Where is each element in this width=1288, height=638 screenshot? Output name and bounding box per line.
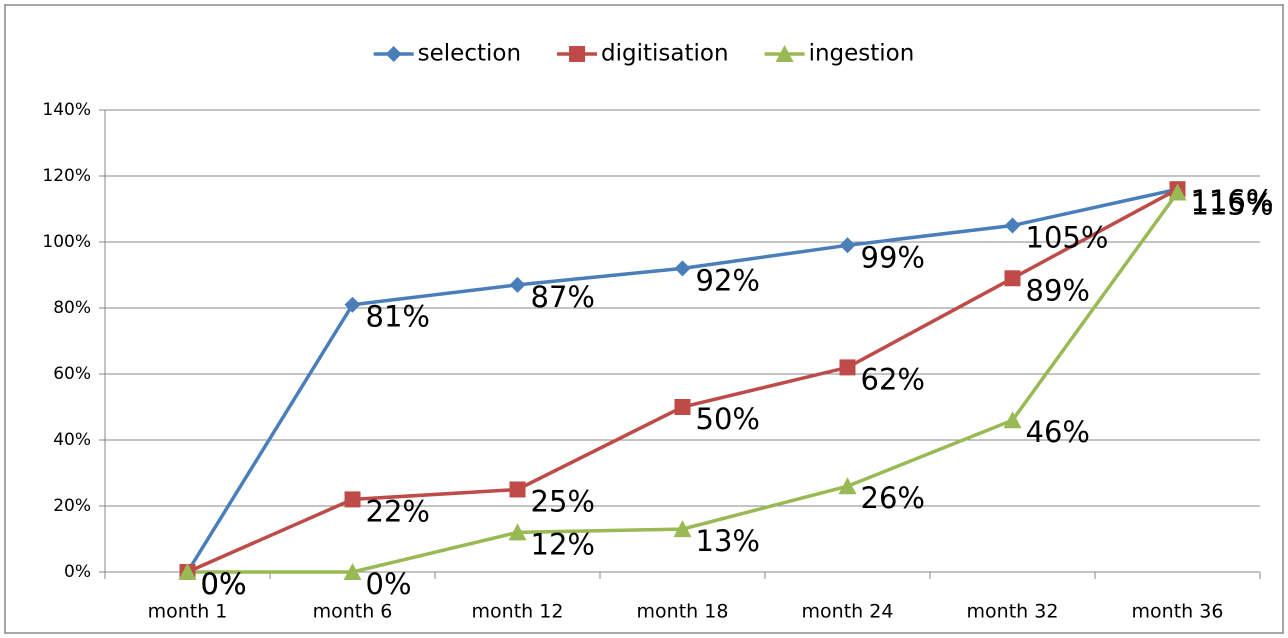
data-label: 99% bbox=[861, 240, 925, 274]
x-tick-label: month 36 bbox=[1132, 601, 1224, 623]
data-label: 0% bbox=[201, 567, 247, 601]
data-label: 0% bbox=[201, 567, 247, 601]
data-label: 50% bbox=[696, 402, 760, 436]
marker bbox=[509, 276, 526, 293]
marker bbox=[1003, 411, 1022, 429]
y-tick-label: 100% bbox=[42, 232, 91, 252]
data-label: 25% bbox=[531, 485, 595, 519]
y-tick-label: 60% bbox=[53, 364, 91, 384]
marker bbox=[344, 296, 361, 313]
data-label: 46% bbox=[1026, 415, 1090, 449]
plot: 0% 81% 87% 92% 99% 105% 116% 0% 22% 25% 50% 62% 89% 1… bbox=[178, 181, 1274, 601]
marker bbox=[509, 481, 526, 498]
data-label: 12% bbox=[531, 527, 595, 561]
x-tick-label: month 32 bbox=[967, 601, 1059, 623]
marker bbox=[1004, 217, 1021, 234]
marker bbox=[673, 520, 692, 538]
x-tick-label: month 12 bbox=[472, 601, 564, 623]
marker bbox=[344, 491, 361, 508]
x-tick-label: month 18 bbox=[637, 601, 729, 623]
marker bbox=[385, 46, 402, 62]
data-label: 26% bbox=[861, 481, 925, 515]
data-label: 0% bbox=[366, 567, 412, 601]
x-tick-label: month 6 bbox=[313, 601, 393, 623]
marker bbox=[1004, 270, 1021, 287]
marker bbox=[838, 477, 857, 495]
x-tick-label: month 24 bbox=[802, 601, 894, 623]
y-tick-label: 140% bbox=[42, 100, 91, 120]
marker bbox=[674, 399, 691, 415]
data-label: 105% bbox=[1026, 221, 1109, 255]
data-label: 62% bbox=[861, 362, 925, 396]
legend: selection digitisation ingestion bbox=[373, 41, 915, 67]
data-label: 115% bbox=[1191, 188, 1274, 222]
data-label: 0% bbox=[201, 567, 247, 601]
marker bbox=[508, 523, 527, 541]
data-label: 22% bbox=[366, 494, 430, 528]
marker bbox=[1168, 183, 1187, 201]
legend-item: ingestion bbox=[764, 41, 915, 67]
data-label: 116% bbox=[1191, 184, 1274, 218]
y-tick-label: 120% bbox=[42, 166, 91, 186]
legend-label: digitisation bbox=[601, 41, 729, 67]
data-label: 116% bbox=[1191, 184, 1274, 218]
legend-item: selection bbox=[373, 41, 521, 67]
marker bbox=[343, 563, 362, 580]
data-label: 87% bbox=[531, 280, 595, 314]
marker bbox=[674, 260, 691, 277]
x-tick-label: month 1 bbox=[148, 601, 228, 623]
y-tick-label: 20% bbox=[53, 496, 91, 516]
marker bbox=[775, 45, 794, 62]
chart-frame bbox=[4, 4, 1284, 634]
y-tick-label: 40% bbox=[53, 430, 91, 450]
y-tick-label: 80% bbox=[53, 298, 91, 318]
data-label: 89% bbox=[1026, 273, 1090, 307]
legend-item: digitisation bbox=[557, 41, 729, 67]
marker bbox=[178, 563, 197, 580]
marker bbox=[569, 46, 586, 62]
y-tick-label: 0% bbox=[64, 562, 91, 582]
data-label: 92% bbox=[696, 263, 760, 297]
marker bbox=[839, 237, 856, 254]
grid: 0% 20% 40% 60% 80% 100% 120% 140% month 1 month 6… bbox=[42, 100, 1261, 623]
legend-label: ingestion bbox=[809, 41, 915, 67]
data-label: 13% bbox=[696, 524, 760, 558]
legend-label: selection bbox=[418, 41, 521, 67]
data-label: 81% bbox=[366, 300, 430, 334]
marker bbox=[839, 359, 856, 376]
